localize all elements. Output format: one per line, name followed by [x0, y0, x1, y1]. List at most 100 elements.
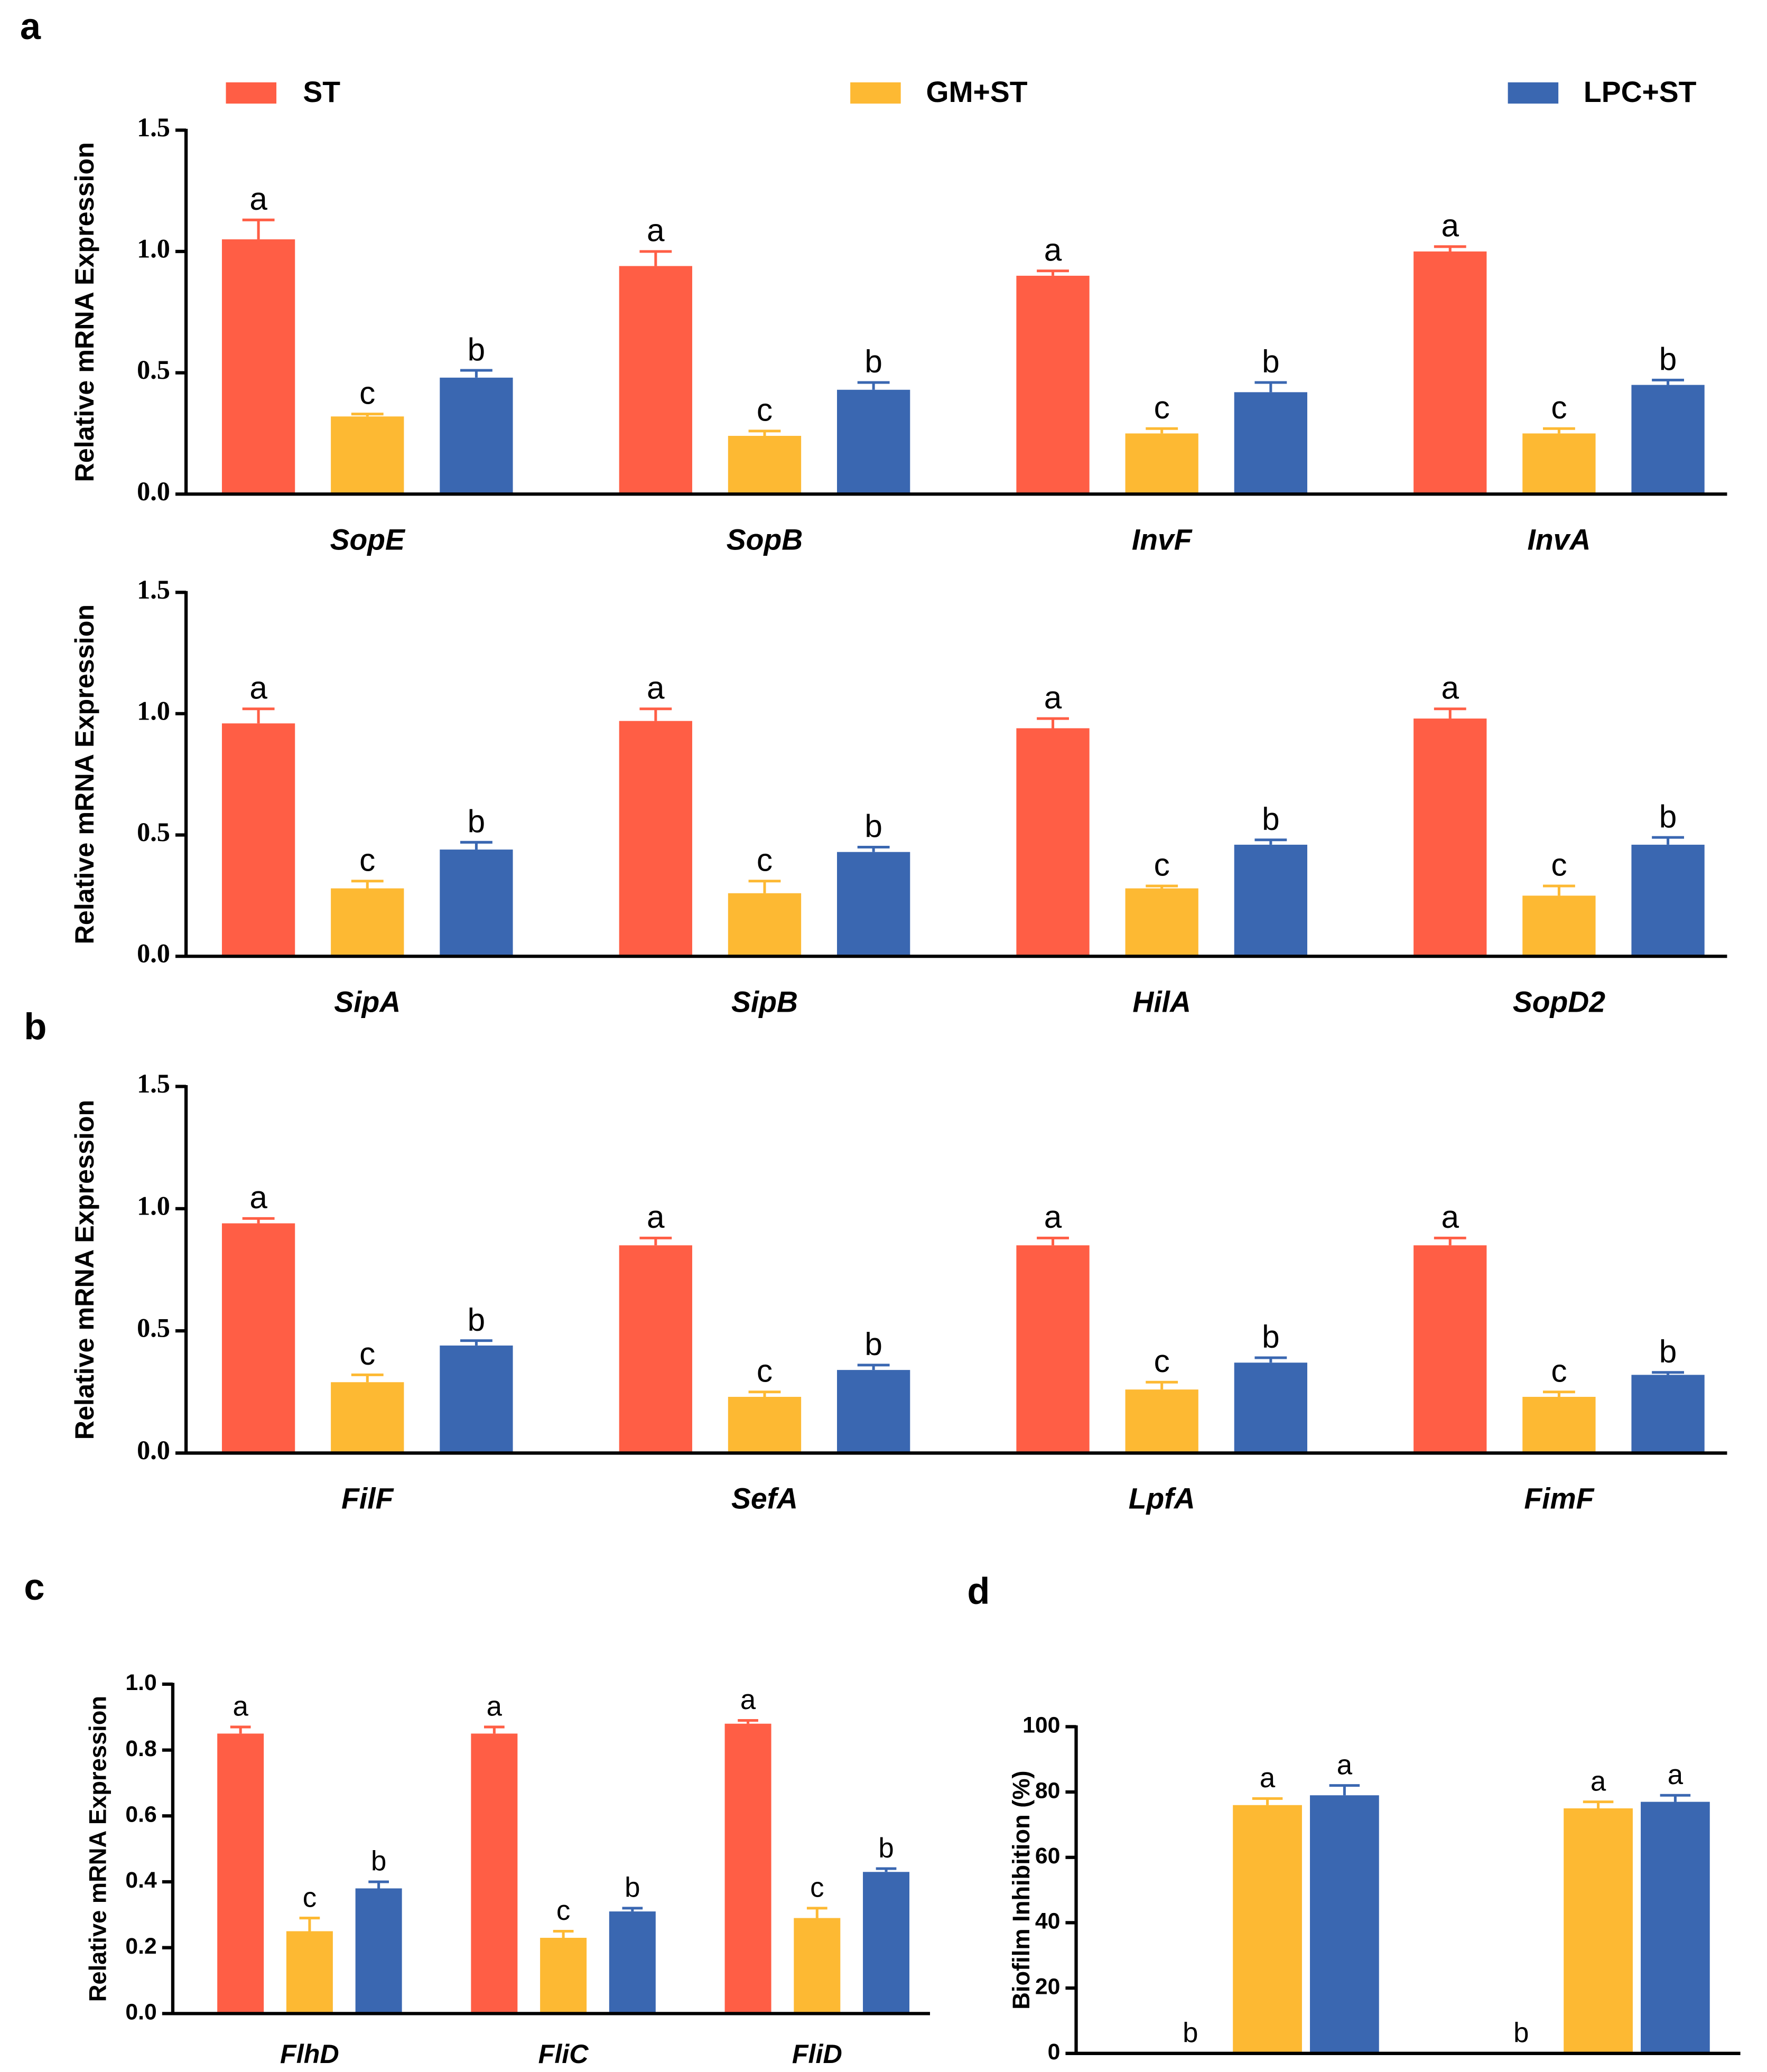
- error-bar: [1660, 1794, 1691, 1802]
- significance-letter: b: [625, 1872, 640, 1903]
- bar: [837, 852, 910, 957]
- y-tick-label: 0.2: [125, 1934, 156, 1959]
- y-tick-label: 0.5: [137, 817, 170, 847]
- bar: [1413, 251, 1487, 494]
- x-tick-label: LpfA: [1129, 1482, 1195, 1515]
- y-tick-label: 1.0: [137, 234, 170, 264]
- bar: [1641, 1802, 1710, 2054]
- error-bar: [1652, 836, 1684, 845]
- error-bar: [1146, 427, 1178, 434]
- significance-letter: c: [1551, 389, 1567, 425]
- significance-letter: a: [1260, 1762, 1276, 1794]
- significance-letter: a: [1044, 1199, 1062, 1235]
- significance-letter: b: [864, 1326, 882, 1362]
- bar: [1016, 1245, 1090, 1453]
- x-tick-label: SefA: [731, 1482, 798, 1515]
- y-tick-label: 0.6: [125, 1802, 156, 1827]
- x-tick-label: FliC: [538, 2039, 589, 2069]
- bar: [1522, 895, 1596, 957]
- error-bar: [242, 1217, 275, 1224]
- significance-letter: c: [359, 375, 375, 410]
- legend-label: GM+ST: [926, 76, 1027, 108]
- significance-letter: a: [1337, 1749, 1353, 1780]
- panel-label: a: [20, 5, 41, 47]
- bar: [355, 1888, 402, 2014]
- error-bar: [1434, 707, 1466, 719]
- x-tick-label: HilA: [1132, 985, 1191, 1018]
- x-tick-label: InvA: [1528, 523, 1591, 556]
- significance-letter: c: [1154, 389, 1170, 425]
- significance-letter: c: [359, 1336, 375, 1371]
- bar: [724, 1723, 771, 2014]
- error-bar: [1254, 838, 1287, 845]
- significance-letter: a: [487, 1691, 503, 1722]
- y-axis-title: Biofilm Inhibition (%): [1008, 1770, 1035, 2009]
- error-bar: [639, 1236, 672, 1246]
- error-bar: [1583, 1800, 1614, 1808]
- significance-letter: a: [249, 181, 267, 217]
- bar: [728, 436, 802, 494]
- y-tick-label: 0.5: [137, 1313, 170, 1343]
- error-bar: [351, 413, 384, 417]
- bar: [1522, 433, 1596, 494]
- x-tick-label: FliD: [792, 2039, 842, 2069]
- error-bar: [242, 218, 275, 240]
- significance-letter: b: [1513, 2018, 1529, 2049]
- error-bar: [857, 381, 890, 390]
- y-tick-label: 100: [1022, 1713, 1060, 1738]
- significance-letter: c: [1551, 1353, 1567, 1389]
- bar: [837, 389, 910, 494]
- x-tick-label: SopB: [727, 523, 803, 556]
- bar: [1631, 844, 1705, 957]
- x-tick-label: FilF: [341, 1482, 394, 1515]
- legend-swatch: [226, 82, 277, 104]
- bar: [1233, 1805, 1302, 2054]
- bar: [1631, 385, 1705, 494]
- bar: [471, 1733, 518, 2014]
- significance-letter: c: [1154, 1343, 1170, 1379]
- y-tick-label: 60: [1035, 1843, 1061, 1869]
- significance-letter: a: [1441, 208, 1459, 244]
- y-tick-label: 0.4: [125, 1868, 157, 1893]
- error-bar: [1434, 1236, 1466, 1246]
- significance-letter: a: [232, 1691, 248, 1722]
- significance-letter: c: [556, 1895, 570, 1926]
- error-bar: [368, 1880, 389, 1889]
- legend-label: ST: [303, 76, 340, 108]
- bar: [1016, 728, 1090, 957]
- error-bar: [1254, 381, 1287, 393]
- significance-letter: a: [1441, 669, 1459, 705]
- significance-letter: a: [647, 669, 665, 705]
- significance-letter: c: [359, 842, 375, 878]
- significance-letter: a: [1441, 1199, 1459, 1235]
- error-bar: [1146, 884, 1178, 889]
- significance-letter: b: [468, 331, 486, 367]
- bar: [1522, 1397, 1596, 1453]
- y-tick-label: 0.5: [137, 355, 170, 385]
- bar: [540, 1937, 587, 2014]
- bar: [1310, 1795, 1379, 2054]
- significance-letter: b: [864, 808, 882, 844]
- significance-letter: c: [303, 1882, 317, 1913]
- error-bar: [484, 1725, 505, 1734]
- bar: [619, 1245, 692, 1453]
- y-tick-label: 1.0: [125, 1670, 156, 1695]
- bar: [619, 721, 692, 957]
- error-bar: [230, 1725, 251, 1734]
- significance-letter: a: [647, 212, 665, 248]
- y-tick-label: 0.0: [137, 939, 170, 968]
- error-bar: [622, 1907, 643, 1912]
- significance-letter: b: [1262, 800, 1280, 836]
- y-axis-title: Relative mRNA Expression: [69, 604, 99, 944]
- x-tick-label: FimF: [1524, 1482, 1594, 1515]
- y-tick-label: 0.0: [137, 1435, 170, 1465]
- significance-letter: a: [1044, 679, 1062, 715]
- significance-letter: a: [647, 1199, 665, 1235]
- significance-letter: a: [1044, 231, 1062, 267]
- y-tick-label: 0.0: [125, 2000, 156, 2025]
- significance-letter: b: [1659, 341, 1677, 377]
- bar: [221, 723, 295, 957]
- x-tick-label: FlhD: [280, 2039, 339, 2069]
- significance-letter: c: [1154, 847, 1170, 883]
